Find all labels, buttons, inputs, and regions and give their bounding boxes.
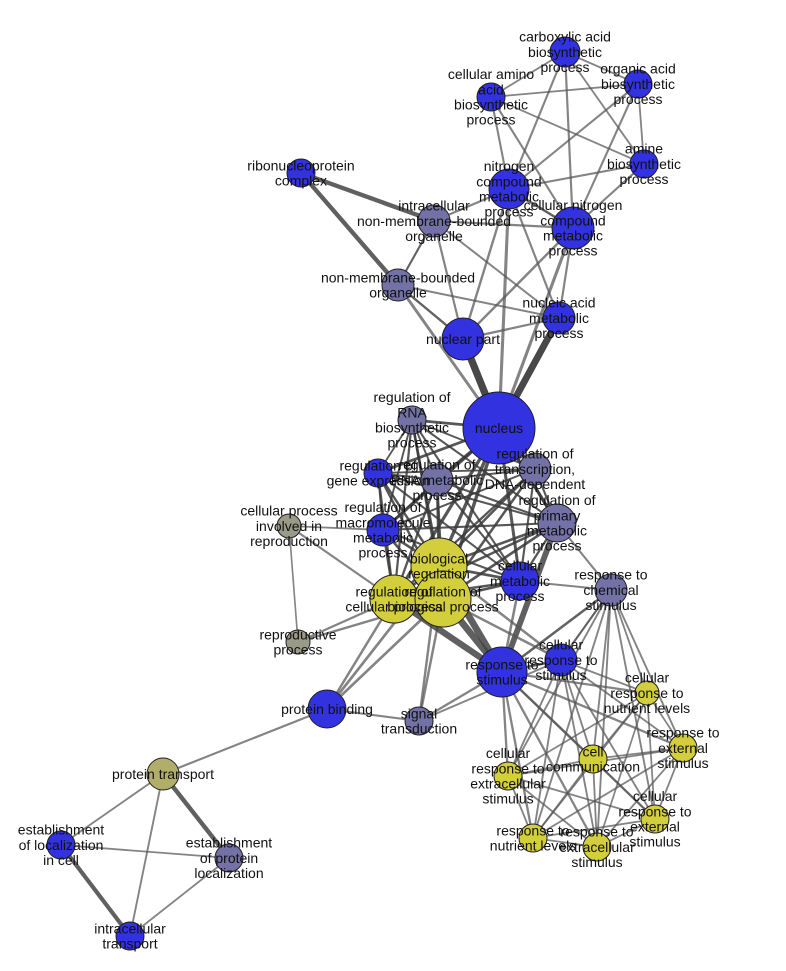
svg-text:nuclear part: nuclear part <box>426 331 500 347</box>
svg-text:nucleus: nucleus <box>475 420 523 436</box>
svg-text:protein binding: protein binding <box>281 701 373 717</box>
svg-text:protein transport: protein transport <box>112 766 214 782</box>
